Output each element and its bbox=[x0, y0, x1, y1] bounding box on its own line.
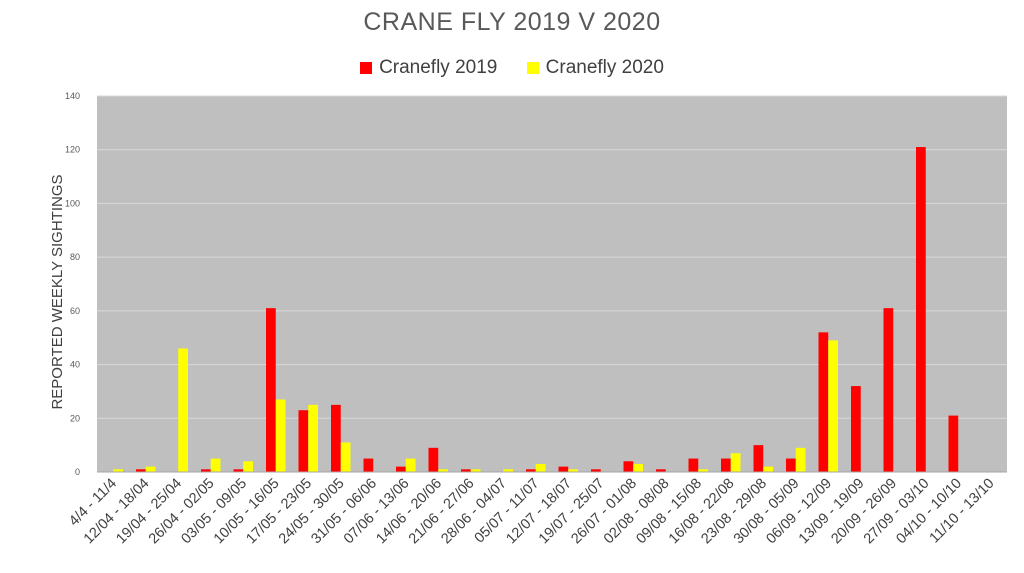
bar-2020 bbox=[795, 447, 806, 472]
bar-2019 bbox=[851, 386, 861, 472]
bar-2020 bbox=[730, 453, 741, 472]
legend-swatch-2020 bbox=[526, 62, 539, 74]
bar-2019 bbox=[461, 469, 471, 472]
bar-2019 bbox=[558, 466, 569, 472]
bar-2019 bbox=[948, 415, 959, 472]
bar-2019 bbox=[233, 469, 244, 472]
bar-2020 bbox=[828, 340, 838, 472]
bar-2020 bbox=[503, 469, 513, 472]
bar-2019 bbox=[201, 469, 211, 472]
legend-item-2019: Cranefly 2019 bbox=[360, 57, 497, 79]
bar-2019 bbox=[786, 458, 796, 472]
bar-2019 bbox=[363, 458, 374, 472]
y-tick-label: 40 bbox=[70, 360, 80, 370]
bar-2019 bbox=[721, 458, 731, 472]
bar-2019 bbox=[753, 445, 764, 472]
bar-2020 bbox=[210, 458, 221, 472]
bar-2020 bbox=[113, 469, 123, 472]
bar-2020 bbox=[698, 469, 708, 472]
legend-label-2019: Cranefly 2019 bbox=[379, 57, 498, 78]
bar-2019 bbox=[526, 469, 536, 472]
bar-2020 bbox=[178, 348, 188, 472]
bar-2019 bbox=[331, 404, 341, 472]
bar-2019 bbox=[623, 461, 634, 472]
bar-2020 bbox=[438, 469, 448, 472]
bar-2019 bbox=[883, 308, 894, 472]
legend: Cranefly 2019 Cranefly 2020 bbox=[0, 57, 1024, 79]
bar-2019 bbox=[266, 308, 276, 472]
bar-2019 bbox=[916, 147, 926, 472]
bar-2019 bbox=[656, 469, 666, 472]
bar-2020 bbox=[243, 461, 253, 472]
y-tick-label: 60 bbox=[70, 306, 80, 316]
bar-2019 bbox=[396, 466, 406, 472]
chart-title: CRANE FLY 2019 V 2020 bbox=[363, 8, 661, 36]
gridlines bbox=[97, 95, 1007, 419]
bar-2020 bbox=[405, 458, 416, 472]
y-tick-label: 0 bbox=[75, 467, 80, 477]
bar-2020 bbox=[535, 463, 546, 472]
legend-label-2020: Cranefly 2020 bbox=[545, 57, 664, 78]
bar-2020 bbox=[340, 442, 351, 472]
bar-2019 bbox=[591, 469, 601, 472]
bar-2019 bbox=[298, 410, 309, 472]
bar-2020 bbox=[145, 466, 156, 472]
bar-2020 bbox=[470, 469, 481, 472]
bars bbox=[113, 147, 959, 472]
bar-2019 bbox=[818, 332, 829, 472]
y-tick-label: 140 bbox=[65, 91, 80, 101]
bar-2020 bbox=[275, 399, 286, 472]
plot-area bbox=[97, 96, 1007, 472]
legend-swatch-2019 bbox=[360, 62, 373, 74]
bar-2020 bbox=[568, 469, 578, 472]
y-tick-label: 100 bbox=[65, 198, 80, 208]
bar-2019 bbox=[428, 447, 439, 472]
bar-2019 bbox=[688, 458, 699, 472]
bar-2020 bbox=[308, 404, 318, 472]
y-tick-label: 120 bbox=[65, 145, 80, 155]
y-tick-label: 80 bbox=[70, 252, 80, 262]
y-axis-label: REPORTED WEEKLY SIGHTINGS bbox=[49, 174, 66, 409]
y-tick-label: 20 bbox=[70, 413, 80, 423]
bar-2020 bbox=[633, 463, 643, 472]
bar-2020 bbox=[763, 466, 773, 472]
y-axis-tick-labels: 0 20 40 60 80 100 120 140 bbox=[65, 91, 80, 477]
bar-2019 bbox=[136, 469, 146, 472]
legend-item-2020: Cranefly 2020 bbox=[526, 57, 664, 79]
